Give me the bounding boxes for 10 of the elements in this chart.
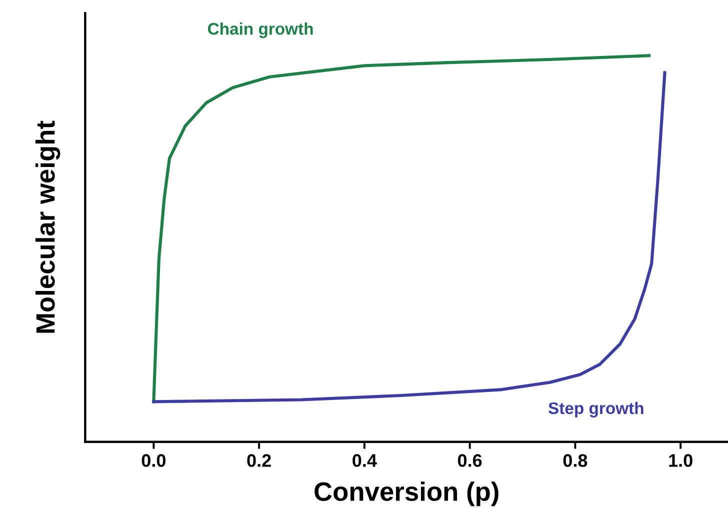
x-tick-label: 0.4: [352, 454, 377, 467]
text: Chain growth: [208, 22, 313, 38]
x-tick-label: 1.0: [669, 454, 692, 467]
x-tick-label: 0.8: [563, 454, 588, 467]
series-label: Step growth: [548, 402, 644, 418]
x-tick-label: 0.0: [142, 454, 166, 467]
y-axis-title: Molecular weight: [35, 120, 60, 333]
x-axis-title: Conversion (p): [314, 482, 498, 506]
x-tick-label: 0.6: [458, 454, 482, 467]
x-tick-label: 0.2: [247, 454, 271, 467]
